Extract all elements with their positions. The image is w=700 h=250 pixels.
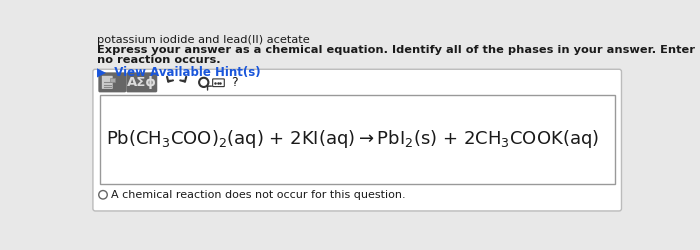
Text: Express your answer as a chemical equation. Identify all of the phases in your a: Express your answer as a chemical equati…: [97, 46, 700, 56]
FancyBboxPatch shape: [98, 72, 126, 92]
Text: no reaction occurs.: no reaction occurs.: [97, 55, 220, 65]
Text: Pb(CH$_3$COO)$_2$(aq) + 2KI(aq)$\rightarrow$PbI$_2$(s) + 2CH$_3$COOK(aq): Pb(CH$_3$COO)$_2$(aq) + 2KI(aq)$\rightar…: [106, 128, 599, 150]
FancyBboxPatch shape: [100, 95, 615, 184]
Circle shape: [99, 190, 107, 199]
FancyBboxPatch shape: [93, 69, 622, 211]
Text: potassium iodide and lead(II) acetate: potassium iodide and lead(II) acetate: [97, 36, 309, 46]
FancyBboxPatch shape: [102, 76, 113, 89]
Text: ▶  View Available Hint(s): ▶ View Available Hint(s): [97, 66, 260, 78]
FancyBboxPatch shape: [110, 78, 116, 82]
Text: ?: ?: [232, 76, 238, 89]
Text: A chemical reaction does not occur for this question.: A chemical reaction does not occur for t…: [111, 190, 405, 200]
Text: AΣϕ: AΣϕ: [127, 76, 157, 89]
FancyBboxPatch shape: [126, 72, 158, 92]
